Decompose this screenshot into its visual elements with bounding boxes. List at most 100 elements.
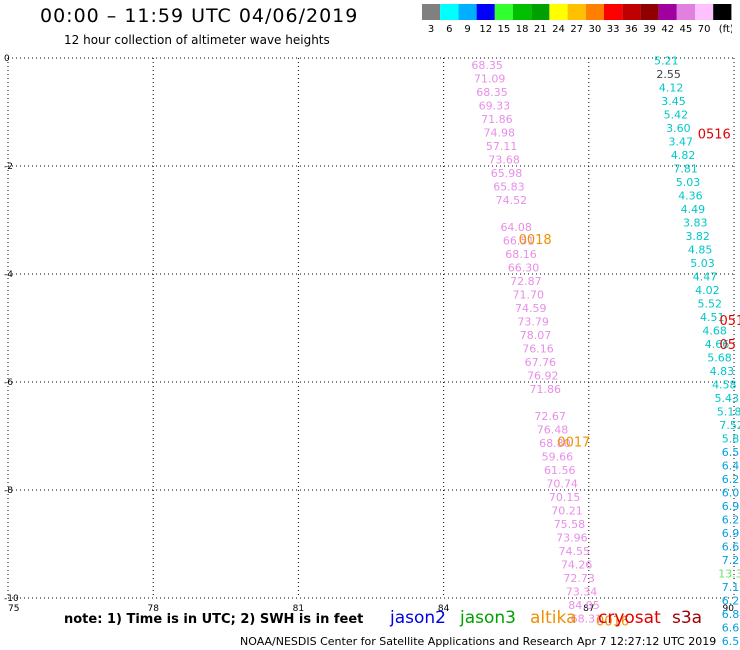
wave-height-label: 6.53 bbox=[722, 635, 740, 648]
color-swatch bbox=[531, 4, 550, 20]
wave-height-label: 5.52 bbox=[698, 298, 723, 311]
wave-height-label: 4.47 bbox=[693, 271, 718, 284]
x-tick-label: 75 bbox=[8, 604, 19, 614]
wave-height-label: 5.68 bbox=[707, 352, 732, 365]
wave-height-label: 5.42 bbox=[664, 109, 689, 122]
wave-height-label: 72.73 bbox=[563, 572, 595, 585]
wave-height-label: 4.85 bbox=[688, 244, 713, 257]
wave-height-label: 3.83 bbox=[683, 217, 708, 230]
wave-height-label: 4.82 bbox=[671, 149, 696, 162]
color-scale-label: 9 bbox=[464, 24, 470, 35]
wave-height-label: 73.68 bbox=[488, 154, 520, 167]
x-tick-label: 87 bbox=[583, 604, 594, 614]
color-swatch bbox=[458, 4, 477, 20]
wave-height-label: 4.83 bbox=[710, 365, 735, 378]
color-swatch bbox=[676, 4, 695, 20]
wave-height-label: 76.16 bbox=[522, 343, 554, 356]
wave-height-label: 4.51 bbox=[700, 311, 725, 324]
color-scale-label: 36 bbox=[625, 24, 638, 35]
color-scale-label: 6 bbox=[446, 24, 452, 35]
wave-height-label: 6.08 bbox=[722, 487, 740, 500]
pass-time-label: 0016 bbox=[596, 615, 629, 630]
chart-subtitle: 12 hour collection of altimeter wave hei… bbox=[64, 33, 330, 47]
wave-height-label: 76.92 bbox=[527, 370, 559, 383]
footnote: note: 1) Time is in UTC; 2) SWH is in fe… bbox=[64, 612, 364, 627]
color-swatch bbox=[622, 4, 641, 20]
wave-height-label: 76.48 bbox=[537, 424, 569, 437]
wave-height-label: 67.76 bbox=[525, 356, 557, 369]
wave-height-label: 74.26 bbox=[561, 559, 593, 572]
wave-height-label: 66.51 bbox=[503, 235, 535, 248]
wave-height-label: 70.15 bbox=[549, 491, 581, 504]
wave-height-label: 65.83 bbox=[493, 181, 525, 194]
wave-height-label: 74.52 bbox=[496, 194, 528, 207]
pass-time-label: 0516 bbox=[698, 128, 731, 143]
wave-height-label: 4.68 bbox=[702, 325, 727, 338]
color-scale-label: 21 bbox=[534, 24, 547, 35]
wave-height-label: 70.74 bbox=[546, 478, 578, 491]
wave-height-label: 69.33 bbox=[479, 100, 511, 113]
wave-height-label: 73.79 bbox=[517, 316, 549, 329]
pass-time-label: 051 bbox=[719, 314, 740, 329]
wave-height-label: 2.55 bbox=[656, 68, 681, 81]
color-scale-label: 18 bbox=[516, 24, 529, 35]
wave-height-label: 6.65 bbox=[722, 541, 740, 554]
wave-height-label: 65.98 bbox=[491, 167, 523, 180]
wave-height-label: 74.98 bbox=[484, 127, 516, 140]
wave-height-label: 5.80 bbox=[722, 433, 740, 446]
color-swatch bbox=[713, 4, 732, 20]
wave-height-label: 4.12 bbox=[659, 82, 684, 95]
color-swatch bbox=[422, 4, 441, 20]
color-scale-label: 30 bbox=[589, 24, 602, 35]
color-scale-label: 24 bbox=[552, 24, 565, 35]
wave-height-label: 7.18 bbox=[722, 581, 740, 594]
x-tick-label: 84 bbox=[438, 604, 450, 614]
wave-height-label: 72.67 bbox=[534, 410, 566, 423]
y-tick-label: -4 bbox=[4, 270, 13, 280]
wave-height-label: 4.66 bbox=[705, 338, 730, 351]
x-tick-label: 81 bbox=[293, 604, 304, 614]
wave-height-label: 6.21 bbox=[722, 595, 740, 608]
wave-height-label: 6.84 bbox=[722, 608, 740, 621]
wave-height-label: 71.09 bbox=[474, 73, 506, 86]
color-scale-label: 70 bbox=[698, 24, 711, 35]
wave-height-label: 68.80 bbox=[539, 437, 571, 450]
wave-height-label: 68.16 bbox=[505, 248, 537, 261]
color-scale-label: 39 bbox=[643, 24, 656, 35]
x-tick-label: 78 bbox=[147, 604, 159, 614]
generation-timestamp: Apr 7 12:27:12 UTC 2019 bbox=[577, 635, 717, 648]
wave-height-label: 3.47 bbox=[669, 136, 694, 149]
wave-height-label: 5.21 bbox=[654, 55, 679, 68]
wave-height-label: 6.49 bbox=[722, 460, 740, 473]
wave-height-label: 61.56 bbox=[544, 464, 576, 477]
wave-height-label: 74.55 bbox=[559, 545, 591, 558]
color-swatch bbox=[658, 4, 677, 20]
wave-height-label: 7.81 bbox=[673, 163, 698, 176]
color-scale-label: 45 bbox=[680, 24, 693, 35]
wave-height-label: 5.43 bbox=[714, 392, 739, 405]
color-scale-label: 3 bbox=[428, 24, 434, 35]
color-swatch bbox=[567, 4, 586, 20]
wave-height-label: 3.82 bbox=[685, 230, 710, 243]
wave-height-label: 3.45 bbox=[661, 95, 686, 108]
wave-height-label: 71.70 bbox=[513, 289, 545, 302]
wave-height-label: 72.87 bbox=[510, 275, 542, 288]
wave-height-label: 5.03 bbox=[676, 176, 701, 189]
wave-height-label: 6.25 bbox=[722, 473, 740, 486]
color-swatch bbox=[440, 4, 459, 20]
wave-height-label: 68.35 bbox=[476, 86, 508, 99]
color-swatch bbox=[476, 4, 495, 20]
legend-jason3: jason3 bbox=[460, 608, 516, 628]
wave-height-label: 7.52 bbox=[719, 419, 740, 432]
color-scale-label: 15 bbox=[498, 24, 511, 35]
wave-height-label: 4.36 bbox=[678, 190, 703, 203]
wave-height-label: 3.60 bbox=[666, 122, 691, 135]
color-swatch bbox=[585, 4, 604, 20]
wave-height-label: 74.59 bbox=[515, 302, 547, 315]
color-swatch bbox=[604, 4, 623, 20]
wave-height-label: 66.30 bbox=[508, 262, 540, 275]
y-tick-label: -2 bbox=[4, 162, 13, 172]
pass-time-label: 0017 bbox=[557, 435, 590, 450]
